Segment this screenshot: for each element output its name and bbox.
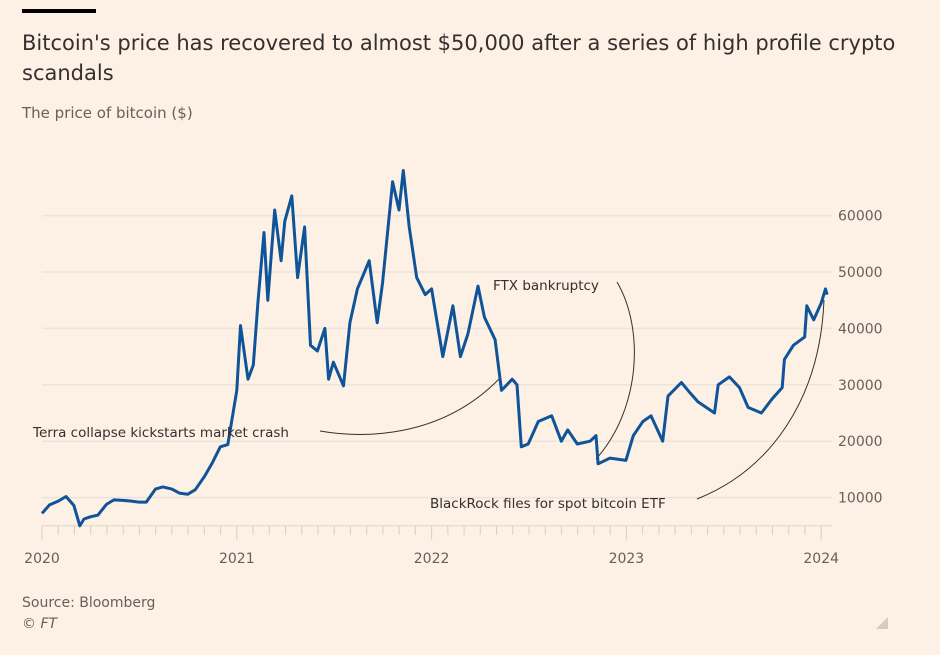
blackrock-annotation: BlackRock files for spot bitcoin ETF — [430, 496, 666, 512]
terra-annotation: Terra collapse kickstarts market crash — [32, 425, 289, 441]
y-tick-label: 10000 — [838, 491, 883, 507]
x-tick-label: 2020 — [24, 551, 60, 567]
y-tick-label: 60000 — [838, 209, 883, 225]
terra-annotation-connector — [319, 377, 501, 435]
chart-subtitle: The price of bitcoin ($) — [22, 104, 193, 122]
y-tick-label: 20000 — [838, 434, 883, 450]
ftx-annotation: FTX bankruptcy — [493, 278, 599, 294]
x-tick-label: 2023 — [609, 551, 645, 567]
copyright: © FT — [22, 616, 58, 632]
y-tick-label: 30000 — [838, 378, 883, 394]
chart-title: Bitcoin's price has recovered to almost … — [22, 31, 896, 85]
bitcoin-price-line — [40, 169, 829, 528]
ft-top-bar — [22, 9, 96, 13]
x-tick-label: 2021 — [219, 551, 255, 567]
y-tick-label: 50000 — [838, 265, 883, 281]
y-tick-label: 40000 — [838, 321, 883, 337]
blackrock-annotation-connector — [696, 299, 825, 500]
ftx-annotation-connector — [595, 281, 635, 460]
x-tick-label: 2022 — [414, 551, 450, 567]
source-note: Source: Bloomberg — [22, 595, 156, 611]
resize-handle-icon — [876, 617, 888, 629]
x-tick-label: 2024 — [803, 551, 839, 567]
